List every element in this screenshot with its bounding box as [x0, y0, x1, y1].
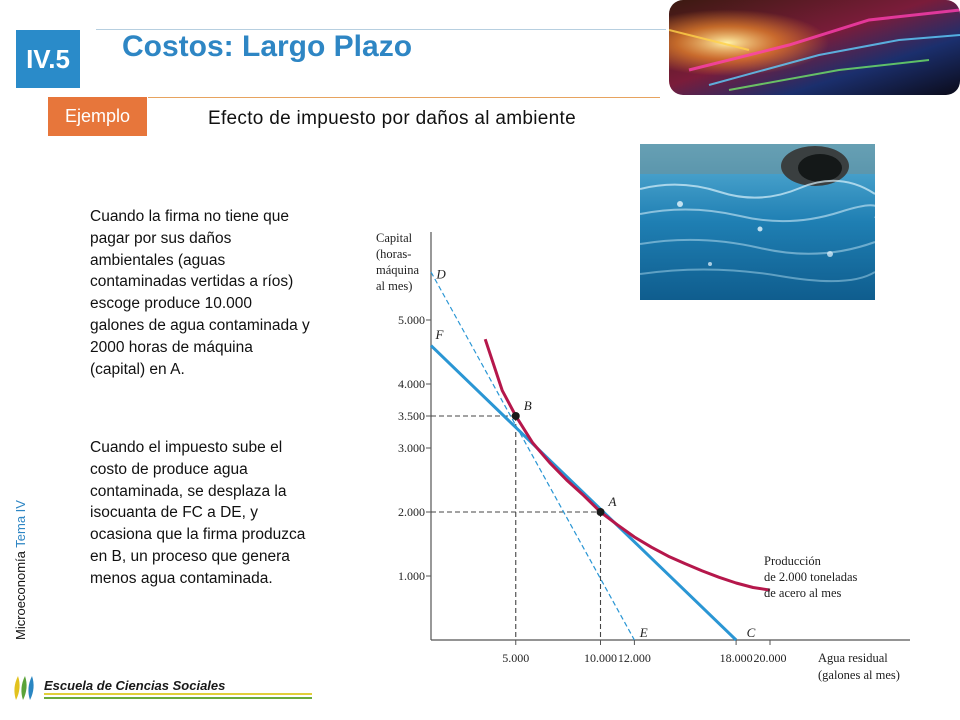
chart-points [511, 412, 605, 516]
chart-text: 1.000 2.000 3.000 3.500 4.000 5.000 5.000 10.00… [376, 231, 900, 682]
section-rule [148, 97, 660, 98]
header-photo [669, 0, 960, 95]
x-axis-label: (galones al mes) [818, 668, 900, 682]
explanation-paragraph-2: Cuando el impuesto sube el costo de prod… [90, 439, 306, 587]
example-subtitle: Efecto de impuesto por daños al ambiente [208, 108, 576, 129]
side-course-topic: Tema IV [13, 500, 28, 548]
polluted-water-photo [640, 144, 875, 300]
example-tag: Ejemplo [48, 97, 147, 136]
y-tick-label: 3.500 [398, 409, 425, 423]
explanation-paragraph-1: Cuando la firma no tiene que pagar por s… [90, 208, 310, 378]
y-tick-label: 2.000 [398, 505, 425, 519]
footer-bar-yellow [44, 693, 312, 695]
y-tick-label: 4.000 [398, 377, 425, 391]
footer-bar-green [44, 697, 312, 699]
school-logo [12, 674, 36, 702]
line-label-E: E [639, 625, 648, 640]
y-tick-label: 3.000 [398, 441, 425, 455]
point-B [511, 412, 520, 420]
side-course-label: Microeconomía Tema IV [13, 500, 28, 640]
x-tick-label: 18.000 [720, 651, 753, 665]
point-A [596, 508, 605, 516]
isoquant-chart: 1.000 2.000 3.000 3.500 4.000 5.000 5.000 10.00… [376, 231, 910, 682]
x-tick-label: 10.000 [584, 651, 617, 665]
chart-lines [429, 271, 771, 642]
line-label-F: F [435, 327, 445, 342]
y-axis-label: al mes) [376, 279, 412, 293]
x-tick-label: 5.000 [502, 651, 529, 665]
line-label-D: D [435, 266, 446, 281]
isoquant-label: Producción [764, 554, 822, 568]
x-tick-label: 12.000 [618, 651, 651, 665]
point-label-A: A [608, 494, 617, 509]
y-tick-label: 5.000 [398, 313, 425, 327]
header-rule [96, 29, 666, 30]
y-axis-label: máquina [376, 263, 419, 277]
section-badge: IV.5 [16, 30, 80, 88]
y-axis-label: Capital [376, 231, 413, 245]
x-axis-label: Agua residual [818, 651, 888, 665]
chart-guides [431, 415, 602, 640]
point-label-B: B [524, 398, 532, 413]
x-tick-label: 20.000 [754, 651, 787, 665]
isocost-DE-line [430, 271, 635, 641]
isoquant-label: de acero al mes [764, 586, 842, 600]
school-name: Escuela de Ciencias Sociales [44, 678, 226, 693]
isoquant-label: de 2.000 toneladas [764, 570, 858, 584]
isocost-FC-line [429, 344, 738, 642]
page-title: Costos: Largo Plazo [122, 30, 413, 63]
side-course-name: Microeconomía [13, 551, 28, 640]
line-label-C: C [747, 625, 756, 640]
chart-axes [426, 232, 910, 645]
y-axis-label: (horas- [376, 247, 411, 261]
isoquant-curve [483, 338, 771, 592]
y-tick-label: 1.000 [398, 569, 425, 583]
